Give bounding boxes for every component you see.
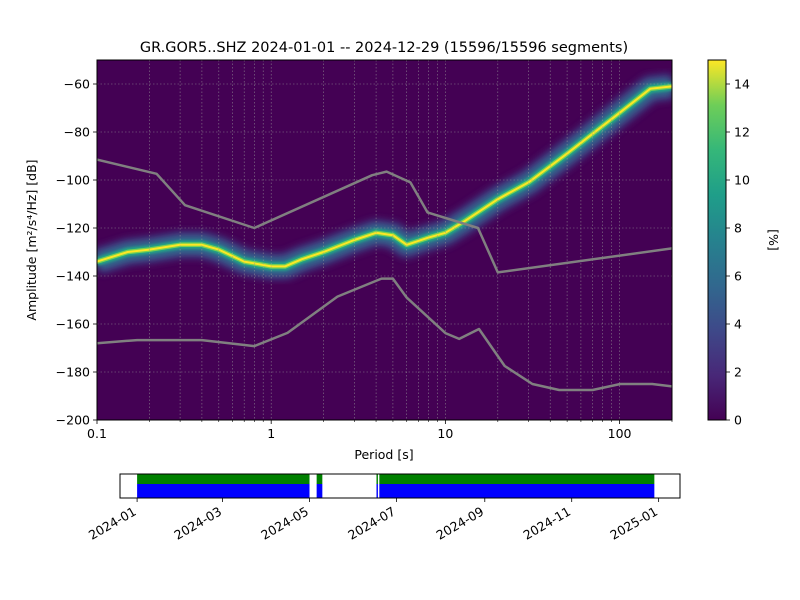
colorbar-tick-label: 6 <box>734 269 742 284</box>
timeline-tick-label: 2024-09 <box>434 504 487 543</box>
timeline-tick-label: 2024-01 <box>86 504 139 543</box>
x-axis-label: Period [s] <box>354 447 413 462</box>
coverage-span-lower <box>376 484 378 498</box>
y-axis-label: Amplitude [m²/s⁴/Hz] [dB] <box>24 159 39 320</box>
timeline-tick-label: 2024-07 <box>345 504 398 543</box>
colorbar-label: [%] <box>766 229 781 251</box>
coverage-span-lower <box>316 484 323 498</box>
y-tick-label: −200 <box>56 413 90 428</box>
coverage-span-lower <box>137 484 310 498</box>
psd-mode-curve <box>97 85 672 268</box>
y-tick-label: −120 <box>56 221 90 236</box>
y-tick-label: −80 <box>64 125 90 140</box>
y-tick-label: −60 <box>64 77 90 92</box>
timeline-tick-label: 2024-05 <box>258 504 311 543</box>
coverage-span-upper <box>137 474 310 484</box>
colorbar-fill <box>707 59 727 421</box>
x-tick-label: 100 <box>608 426 632 441</box>
timeline-tick-label: 2025-01 <box>607 504 660 543</box>
colorbar-tick-label: 0 <box>734 413 742 428</box>
colorbar: 0 2 4 6 8 10 12 14 [%] <box>707 59 781 428</box>
psd-plot: 0.1 1 10 100 −200 −180 −160 −140 −120 −100 −80 −60… <box>24 59 673 462</box>
colorbar-tick-label: 10 <box>734 173 750 188</box>
coverage-timeline: 2024-01 2024-03 2024-05 2024-07 2024-09 2024-… <box>86 473 681 543</box>
colorbar-tick-label: 8 <box>734 221 742 236</box>
coverage-span-lower <box>379 484 655 498</box>
colorbar-tick-label: 12 <box>734 125 750 140</box>
colorbar-tick-label: 4 <box>734 317 742 332</box>
noise-model-nhnm <box>97 158 672 274</box>
timeline-frame <box>119 473 681 499</box>
chart-title: GR.GOR5..SHZ 2024-01-01 -- 2024-12-29 (1… <box>140 40 628 56</box>
x-tick-label: 0.1 <box>87 426 107 441</box>
colorbar-tick-label: 2 <box>734 365 742 380</box>
x-tick-label: 1 <box>267 426 275 441</box>
coverage-span-upper <box>379 474 655 484</box>
timeline-tick-label: 2024-03 <box>171 504 224 543</box>
noise-model-nlnm <box>97 277 672 392</box>
y-tick-label: −160 <box>56 317 90 332</box>
coverage-span-upper <box>376 474 378 484</box>
y-tick-label: −180 <box>56 365 90 380</box>
y-tick-label: −100 <box>56 173 90 188</box>
colorbar-tick-label: 14 <box>734 77 750 92</box>
y-tick-label: −140 <box>56 269 90 284</box>
coverage-span-upper <box>316 474 323 484</box>
timeline-tick-label: 2024-11 <box>520 504 573 543</box>
plot-frame <box>96 59 673 421</box>
x-tick-label: 10 <box>437 426 453 441</box>
